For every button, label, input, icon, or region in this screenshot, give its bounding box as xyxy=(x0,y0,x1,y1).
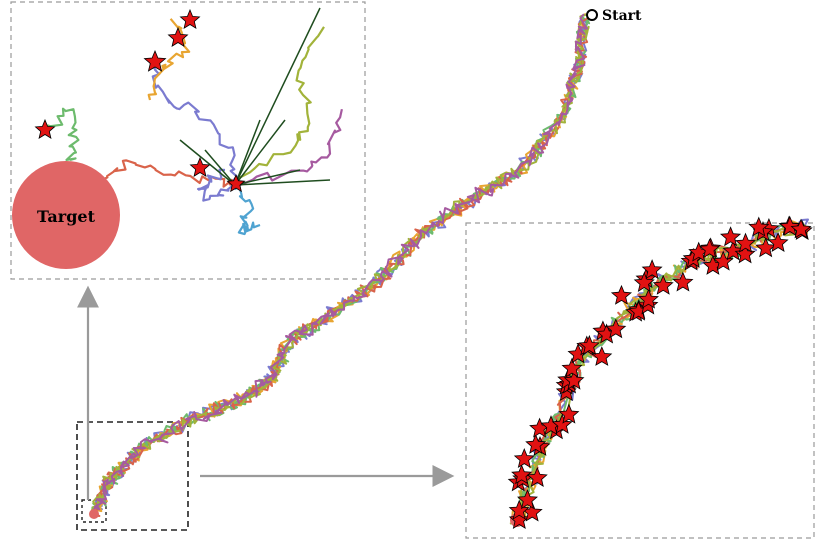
star-icon xyxy=(699,238,721,259)
star-icon xyxy=(508,508,530,529)
main-trajectory-path xyxy=(92,13,590,517)
target-label: Target xyxy=(37,207,96,226)
main-trajectory-path xyxy=(92,13,588,515)
top-inset-trajectory-path xyxy=(147,18,191,101)
right-inset-trajectories xyxy=(509,218,809,527)
hub-ray xyxy=(234,119,286,186)
star-icon xyxy=(525,433,547,454)
star-icon xyxy=(610,284,633,305)
top-inset-trajectories xyxy=(44,7,343,236)
hub-ray xyxy=(234,169,301,186)
star-icon xyxy=(167,26,189,47)
star-icon xyxy=(511,464,533,485)
star-icon xyxy=(633,271,655,292)
hub-ray xyxy=(234,7,321,186)
zoom-box-large xyxy=(76,421,189,531)
star-icon xyxy=(561,357,583,378)
star-icon xyxy=(508,499,530,520)
main-trajectory-path xyxy=(93,16,590,517)
star-icon xyxy=(748,216,770,237)
star-icon xyxy=(735,232,756,253)
star-icon xyxy=(226,173,246,193)
right-inset-trajectory-path xyxy=(514,224,806,527)
star-icon xyxy=(513,448,535,469)
top-inset-trajectory-path xyxy=(234,182,261,236)
main-trajectories xyxy=(89,13,591,518)
hub-ray xyxy=(234,179,331,186)
hub-ray xyxy=(179,139,236,186)
star-icon xyxy=(517,489,538,510)
star-icon xyxy=(34,118,56,139)
star-icon xyxy=(526,466,548,487)
stars-layer xyxy=(34,8,813,529)
star-icon xyxy=(712,250,734,271)
main-target-dot xyxy=(89,509,99,519)
main-trajectory-path xyxy=(92,16,588,515)
star-icon xyxy=(143,49,167,72)
right-inset-trajectory-path xyxy=(511,220,808,520)
star-icon xyxy=(734,243,756,264)
right-inset-trajectory-path xyxy=(515,218,809,524)
start-circle-icon xyxy=(586,9,598,21)
top-inset-trajectory-path xyxy=(44,107,80,162)
hub-ray xyxy=(204,149,236,186)
start-label: Start xyxy=(602,8,642,24)
main-trajectory-path xyxy=(91,15,591,515)
star-icon xyxy=(179,8,201,29)
star-icon xyxy=(641,259,663,280)
top-inset-trajectory-path xyxy=(234,26,325,186)
star-icon xyxy=(638,288,659,309)
star-icon xyxy=(755,237,777,258)
star-icon xyxy=(558,403,580,424)
star-icon xyxy=(779,215,801,236)
star-icon xyxy=(578,334,600,355)
star-icon xyxy=(551,413,573,434)
hub-ray xyxy=(234,119,261,186)
star-icon xyxy=(189,156,211,177)
top-inset-trajectory-path xyxy=(149,61,238,187)
top-inset-trajectory-path xyxy=(197,168,240,202)
star-icon xyxy=(652,274,674,295)
star-icon xyxy=(719,226,742,247)
bottom-right-inset-frame xyxy=(465,222,815,539)
top-inset-trajectory-path xyxy=(104,159,236,188)
star-icon xyxy=(672,271,694,292)
top-inset-trajectory-path xyxy=(234,108,343,187)
star-icon xyxy=(790,218,812,239)
target-circle-icon xyxy=(12,161,120,269)
star-icon xyxy=(767,231,789,252)
star-icon xyxy=(605,318,627,339)
star-icon xyxy=(563,369,585,390)
